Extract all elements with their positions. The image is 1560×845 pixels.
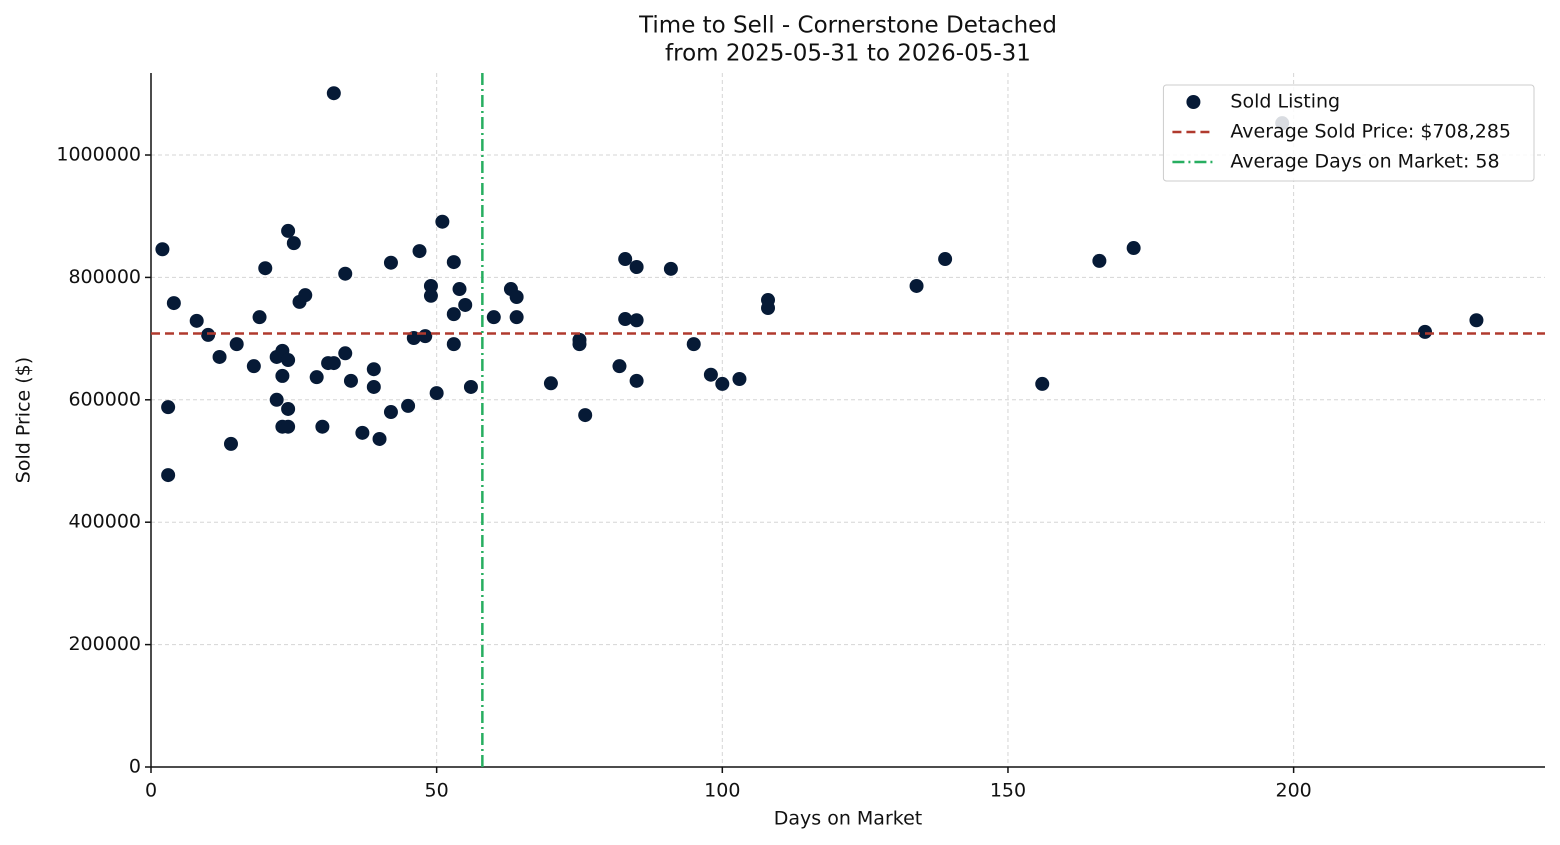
data-point — [161, 468, 176, 483]
data-point — [281, 353, 296, 368]
data-point — [572, 337, 587, 352]
data-point — [1126, 241, 1141, 256]
data-point — [383, 255, 398, 270]
data-point — [1092, 253, 1107, 268]
data-point — [612, 359, 627, 374]
legend-box — [1162, 84, 1535, 182]
data-point — [246, 359, 261, 374]
data-point — [732, 371, 747, 386]
legend: Sold Listing Average Sold Price: $708,285… — [1162, 84, 1535, 182]
chart-subtitle: from 2025-05-31 to 2026-05-31 — [665, 41, 1031, 67]
data-point — [298, 288, 313, 303]
data-point — [281, 223, 296, 238]
data-point — [326, 356, 341, 371]
data-point — [618, 312, 633, 327]
data-point — [309, 370, 324, 385]
data-point — [629, 313, 644, 328]
data-point — [629, 260, 644, 275]
data-point — [1418, 324, 1433, 339]
data-point — [423, 288, 438, 303]
data-point — [909, 278, 924, 293]
data-point — [1035, 376, 1050, 391]
data-point — [212, 349, 227, 364]
data-point — [366, 362, 381, 377]
y-tick-label: 600000 — [68, 388, 141, 410]
legend-label: Average Sold Price: $708,285 — [1230, 121, 1511, 143]
x-tick-label: 100 — [704, 780, 740, 802]
legend-marker — [1186, 95, 1201, 109]
x-tick-label: 50 — [425, 780, 449, 802]
data-point — [629, 373, 644, 388]
data-point — [1469, 313, 1484, 328]
data-point — [663, 261, 678, 276]
x-axis-label: Days on Market — [774, 808, 922, 830]
chart-title: Time to Sell - Cornerstone Detached — [638, 13, 1057, 39]
data-point — [355, 425, 370, 440]
legend-label: Sold Listing — [1230, 91, 1340, 113]
data-point — [423, 278, 438, 293]
data-point — [509, 310, 524, 325]
y-tick-label: 0 — [129, 756, 141, 778]
x-tick-label: 150 — [990, 780, 1026, 802]
data-point — [275, 368, 290, 383]
data-point — [315, 419, 330, 434]
data-point — [383, 405, 398, 420]
data-point — [201, 327, 216, 342]
y-tick-label: 200000 — [68, 633, 141, 655]
data-point — [252, 310, 267, 325]
data-point — [715, 376, 730, 391]
data-point — [401, 398, 416, 413]
data-point — [458, 297, 473, 312]
data-point — [269, 392, 284, 407]
data-point — [372, 431, 387, 446]
data-point — [223, 436, 238, 451]
y-tick-label: 1000000 — [56, 144, 141, 166]
y-tick-label: 400000 — [68, 511, 141, 533]
data-point — [452, 282, 467, 297]
data-point — [281, 419, 296, 434]
data-point — [435, 214, 450, 229]
data-point — [161, 400, 176, 415]
data-point — [326, 86, 341, 101]
data-point — [166, 296, 181, 311]
data-point — [155, 242, 170, 257]
data-point — [486, 310, 501, 325]
data-point — [229, 337, 244, 352]
legend-label: Average Days on Market: 58 — [1230, 151, 1499, 173]
data-point — [446, 255, 461, 270]
data-point — [463, 379, 478, 394]
y-axis-label: Sold Price ($) — [13, 357, 35, 483]
data-point — [343, 373, 358, 388]
x-tick-label: 200 — [1275, 780, 1311, 802]
data-point — [578, 408, 593, 423]
data-point — [258, 261, 273, 276]
data-point — [338, 346, 353, 361]
data-point — [281, 401, 296, 416]
data-point — [686, 337, 701, 352]
data-point — [938, 252, 953, 267]
data-point — [446, 307, 461, 322]
data-point — [761, 301, 776, 316]
data-point — [189, 313, 204, 328]
data-point — [618, 252, 633, 267]
data-point — [412, 244, 427, 259]
data-point — [418, 329, 433, 344]
data-point — [543, 376, 558, 391]
data-point — [338, 266, 353, 281]
data-point — [446, 337, 461, 352]
data-point — [703, 367, 718, 382]
data-point — [509, 289, 524, 304]
data-point — [429, 386, 444, 401]
data-point — [366, 379, 381, 394]
y-tick-label: 800000 — [68, 266, 141, 288]
data-point — [286, 236, 301, 251]
x-tick-label: 0 — [145, 780, 157, 802]
